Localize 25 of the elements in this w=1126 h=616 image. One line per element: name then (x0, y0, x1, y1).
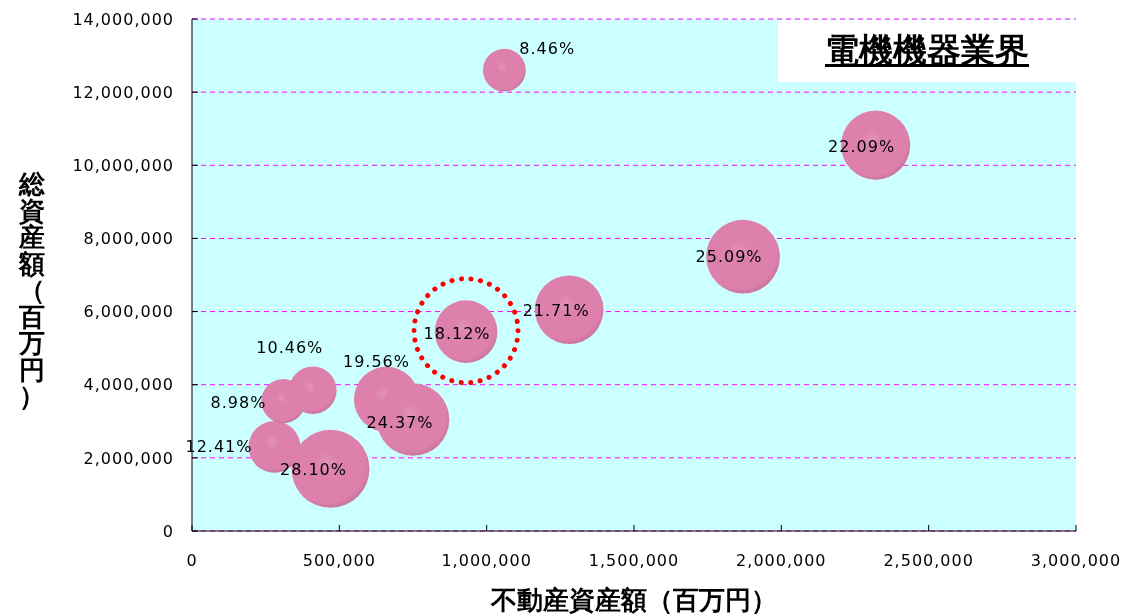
annotation: 12.41% (185, 437, 253, 457)
y-tick-label: 12,000,000 (72, 82, 174, 102)
y-tick-label: 4,000,000 (83, 375, 174, 395)
x-tick-label: 3,000,000 (1030, 551, 1122, 571)
y-tick-label: 14,000,000 (72, 9, 174, 29)
annotation: 10.46% (256, 337, 324, 357)
y-tick-label: 10,000,000 (72, 155, 174, 175)
annotation: 24.37% (366, 412, 434, 432)
annotation: 8.46% (519, 38, 576, 58)
annotation: 8.98% (210, 392, 267, 412)
chart-title: 電機機器業界 (825, 29, 1029, 72)
x-tick-label: 2,500,000 (883, 551, 974, 571)
x-tick-label: 1,500,000 (588, 551, 680, 571)
x-axis-title: 不動産資産額（百万円） (491, 583, 777, 616)
text: 総資産額（百万円） (19, 168, 45, 411)
x-tick-label: 2,000,000 (736, 551, 827, 571)
annotation: 28.10% (279, 460, 347, 480)
x-tick-label: 1,000,000 (441, 551, 532, 571)
y-tick-label: 6,000,000 (83, 302, 174, 322)
y-tick-label: 2,000,000 (83, 448, 174, 468)
annotation: 19.56% (342, 351, 410, 371)
y-tick-label: 8,000,000 (83, 229, 174, 249)
y-tick-label: 0 (162, 521, 174, 541)
x-tick-label: 0 (186, 551, 198, 571)
x-tick-label: 500,000 (302, 551, 376, 571)
